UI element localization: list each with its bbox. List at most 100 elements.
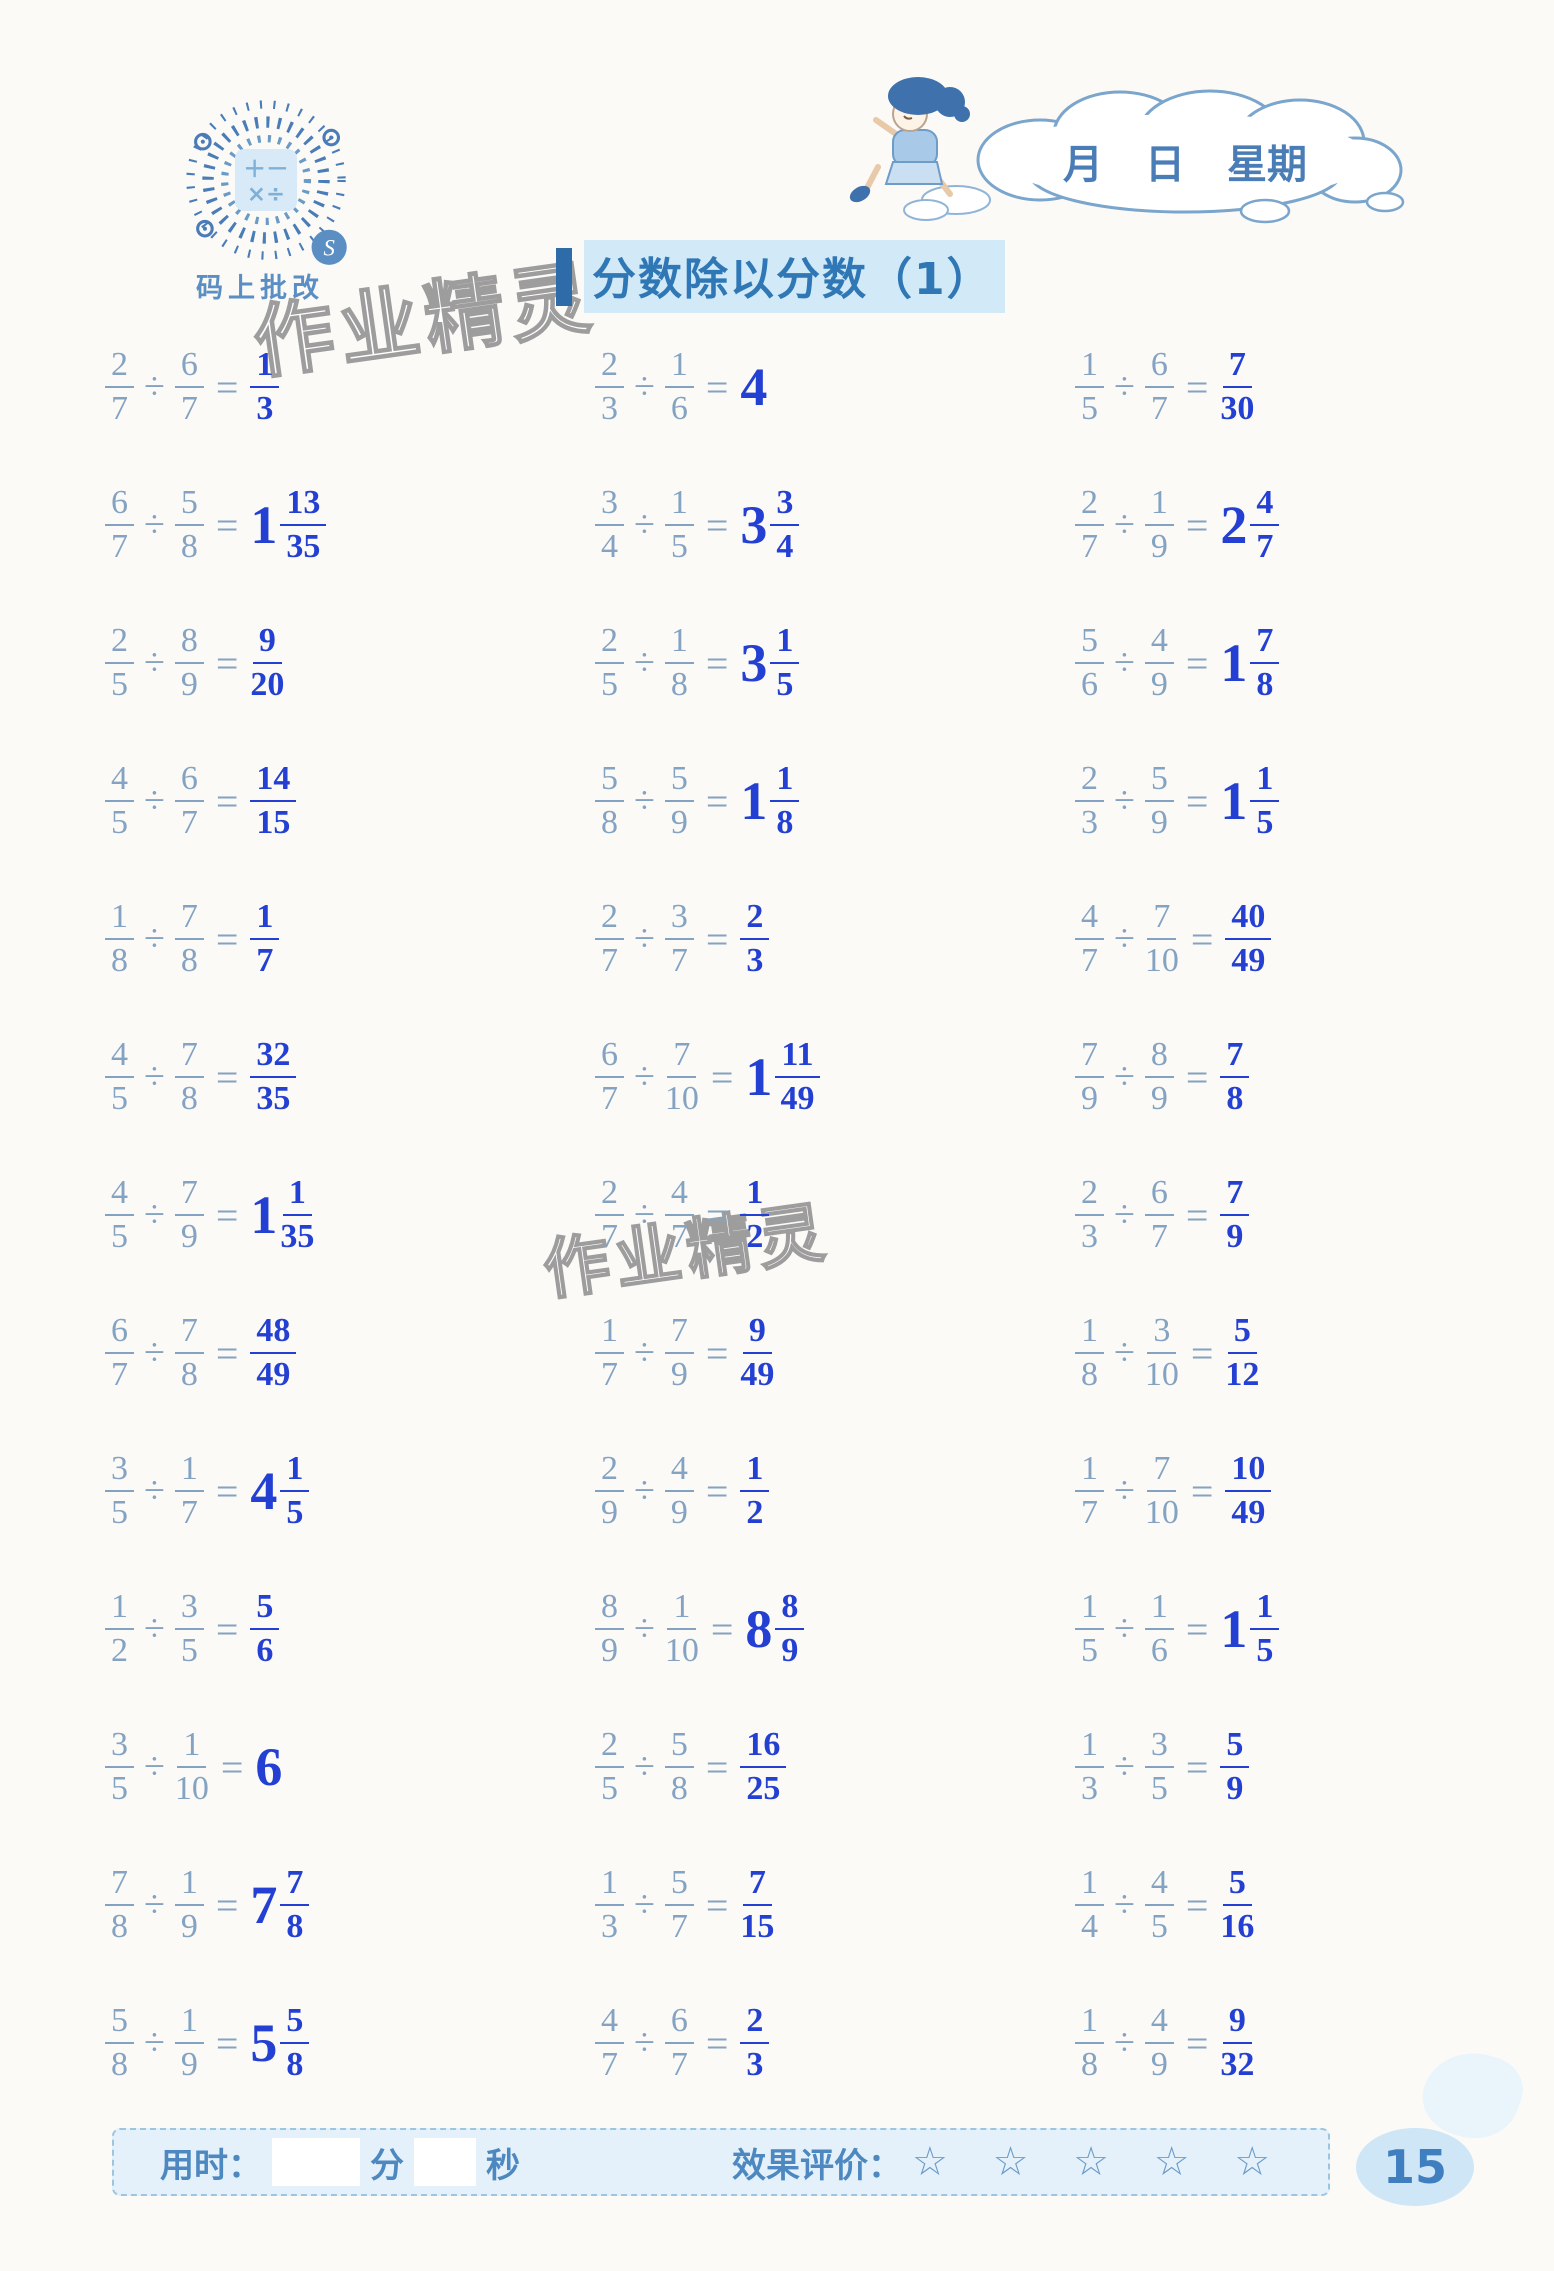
dividend-denominator: 8: [111, 2046, 128, 2083]
answer-numerator: 5: [1222, 1865, 1252, 1906]
dividend-denominator: 7: [601, 942, 618, 979]
footer-bar: 用时： 分 秒 效果评价： ☆ ☆ ☆ ☆ ☆: [112, 2128, 1330, 2196]
divisor-denominator: 7: [670, 942, 688, 979]
division-sign: ÷: [144, 1746, 165, 1788]
answer-fraction: 10 49: [1225, 1451, 1272, 1530]
answer-denominator: 12: [1225, 1356, 1260, 1393]
dividend-fraction: 2 5: [595, 623, 624, 702]
equals-sign: =: [215, 778, 239, 824]
dividend-numerator: 6: [105, 485, 134, 526]
divisor-fraction: 1 6: [664, 347, 694, 426]
dividend-fraction: 6 7: [105, 485, 134, 564]
dividend-fraction: 7 9: [1075, 1037, 1104, 1116]
dividend-numerator: 1: [1075, 1313, 1104, 1354]
fraction-division-problem: 2 5 ÷ 5 8 = 16 25: [595, 1727, 1075, 1806]
answer-numerator: 1: [1250, 1589, 1280, 1630]
dividend-fraction: 1 5: [1075, 347, 1104, 426]
answer-numerator: 1: [282, 1175, 312, 1216]
answer-fraction: 16 25: [740, 1727, 787, 1806]
section-title-block: 分数除以分数（1）: [556, 240, 1005, 313]
answer-value: 5 16: [1220, 1865, 1254, 1944]
equals-sign: =: [215, 1882, 239, 1928]
divisor-numerator: 3: [174, 1589, 204, 1630]
equals-sign: =: [1185, 2020, 1209, 2066]
dividend-fraction: 2 7: [1075, 485, 1104, 564]
answer-fraction: 2 3: [740, 899, 770, 978]
answer-fraction: 9 32: [1220, 2003, 1254, 2082]
dividend-fraction: 4 5: [105, 1037, 134, 1116]
divisor-fraction: 7 10: [665, 1037, 699, 1116]
division-sign: ÷: [144, 642, 165, 684]
equals-sign: =: [1185, 1744, 1209, 1790]
seconds-unit-label: 秒: [486, 2145, 520, 2186]
equals-sign: =: [215, 1192, 239, 1238]
answer-numerator: 1: [740, 1175, 770, 1216]
dividend-denominator: 9: [1081, 1080, 1098, 1117]
divisor-numerator: 4: [1144, 623, 1174, 664]
answer-value: 4: [740, 360, 770, 414]
answer-whole-part: 3: [740, 495, 768, 555]
divisor-fraction: 5 7: [664, 1865, 694, 1944]
qr-center-symbols-row1: ＋－: [243, 157, 289, 183]
divisor-fraction: 5 9: [664, 761, 694, 840]
fraction-division-problem: 5 8 ÷ 1 9 = 5 5 8: [105, 2003, 595, 2082]
divisor-denominator: 8: [670, 1770, 688, 1807]
fraction-division-problem: 6 7 ÷ 7 10 = 1 11 49: [595, 1037, 1075, 1116]
divisor-denominator: 9: [670, 1494, 688, 1531]
divisor-fraction: 1 7: [174, 1451, 204, 1530]
fraction-division-problem: 2 7 ÷ 3 7 = 2 3: [595, 899, 1075, 978]
divisor-denominator: 7: [180, 804, 198, 841]
divisor-denominator: 10: [664, 1632, 699, 1669]
dividend-denominator: 9: [601, 1632, 618, 1669]
answer-numerator: 1: [1250, 761, 1280, 802]
divisor-denominator: 8: [180, 1080, 198, 1117]
dividend-fraction: 3 4: [595, 485, 624, 564]
divisor-numerator: 7: [174, 1313, 204, 1354]
answer-whole-part: 7: [250, 1875, 278, 1935]
answer-value: 7 8: [1220, 1037, 1250, 1116]
equals-sign: =: [1185, 1606, 1209, 1652]
divisor-fraction: 7 10: [1145, 1451, 1179, 1530]
answer-denominator: 9: [781, 1632, 799, 1669]
answer-value: 1 2: [740, 1175, 770, 1254]
dividend-fraction: 2 5: [595, 1727, 624, 1806]
dividend-denominator: 7: [1081, 942, 1098, 979]
divisor-denominator: 10: [1144, 1356, 1179, 1393]
division-sign: ÷: [1114, 366, 1135, 408]
dividend-fraction: 2 3: [1075, 761, 1104, 840]
fraction-division-problem: 2 5 ÷ 8 9 = 9 20: [105, 623, 595, 702]
answer-fraction: 1 8: [770, 761, 800, 840]
answer-value: 1 13 35: [250, 485, 327, 564]
fraction-division-problem: 3 4 ÷ 1 5 = 3 3 4: [595, 485, 1075, 564]
answer-value: 9 32: [1220, 2003, 1254, 2082]
fraction-division-problem: 2 3 ÷ 6 7 = 7 9: [1075, 1175, 1465, 1254]
fraction-division-problem: 2 5 ÷ 1 8 = 3 1 5: [595, 623, 1075, 702]
answer-whole-part: 4: [250, 1461, 278, 1521]
dividend-fraction: 6 7: [595, 1037, 624, 1116]
page-title: 分数除以分数（1）: [584, 240, 1005, 313]
dividend-denominator: 3: [1081, 1770, 1098, 1807]
dividend-denominator: 8: [111, 1908, 128, 1945]
divisor-numerator: 3: [1147, 1313, 1177, 1354]
dividend-numerator: 1: [1075, 1865, 1104, 1906]
dividend-numerator: 2: [595, 899, 624, 940]
answer-numerator: 1: [770, 623, 800, 664]
answer-value: 5 9: [1220, 1727, 1250, 1806]
equals-sign: =: [215, 364, 239, 410]
page-number: 15: [1356, 2128, 1474, 2206]
division-sign: ÷: [144, 918, 165, 960]
divisor-fraction: 3 5: [174, 1589, 204, 1668]
divisor-denominator: 5: [1150, 1770, 1168, 1807]
equals-sign: =: [1185, 502, 1209, 548]
division-sign: ÷: [1114, 1194, 1135, 1236]
fraction-division-problem: 1 4 ÷ 4 5 = 5 16: [1075, 1865, 1465, 1944]
answer-value: 5 12: [1225, 1313, 1259, 1392]
divisor-fraction: 3 5: [1144, 1727, 1174, 1807]
dividend-numerator: 4: [105, 1175, 134, 1216]
answer-numerator: 40: [1225, 899, 1272, 940]
answer-fraction: 4 7: [1250, 485, 1280, 564]
month-label: 月: [1063, 142, 1103, 188]
answer-numerator: 5: [1220, 1727, 1250, 1768]
dividend-numerator: 4: [1075, 899, 1104, 940]
